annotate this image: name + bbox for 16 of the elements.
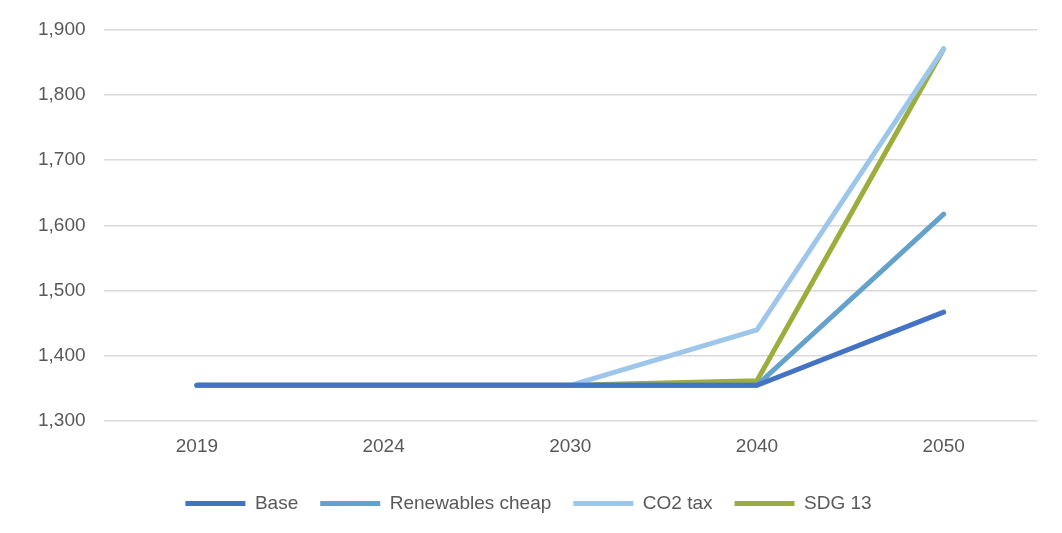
- legend-label: SDG 13: [804, 491, 872, 513]
- legend-label: Base: [254, 491, 299, 513]
- y-tick-label: 1,600: [38, 213, 86, 235]
- y-tick-label: 1,500: [38, 278, 86, 300]
- y-tick-label: 1,300: [38, 409, 86, 431]
- x-tick-label: 2030: [549, 434, 592, 456]
- y-tick-label: 1,400: [38, 344, 86, 366]
- x-tick-label: 2040: [735, 434, 779, 456]
- x-tick-label: 2050: [922, 434, 965, 456]
- legend-label: CO2 tax: [642, 491, 714, 513]
- y-tick-label: 1,700: [38, 148, 86, 170]
- y-tick-label: 1,800: [38, 82, 86, 104]
- x-tick-label: 2019: [175, 434, 219, 456]
- legend-label: Renewables cheap: [389, 491, 552, 513]
- x-tick-label: 2024: [362, 434, 406, 456]
- y-tick-label: 1,900: [38, 17, 86, 39]
